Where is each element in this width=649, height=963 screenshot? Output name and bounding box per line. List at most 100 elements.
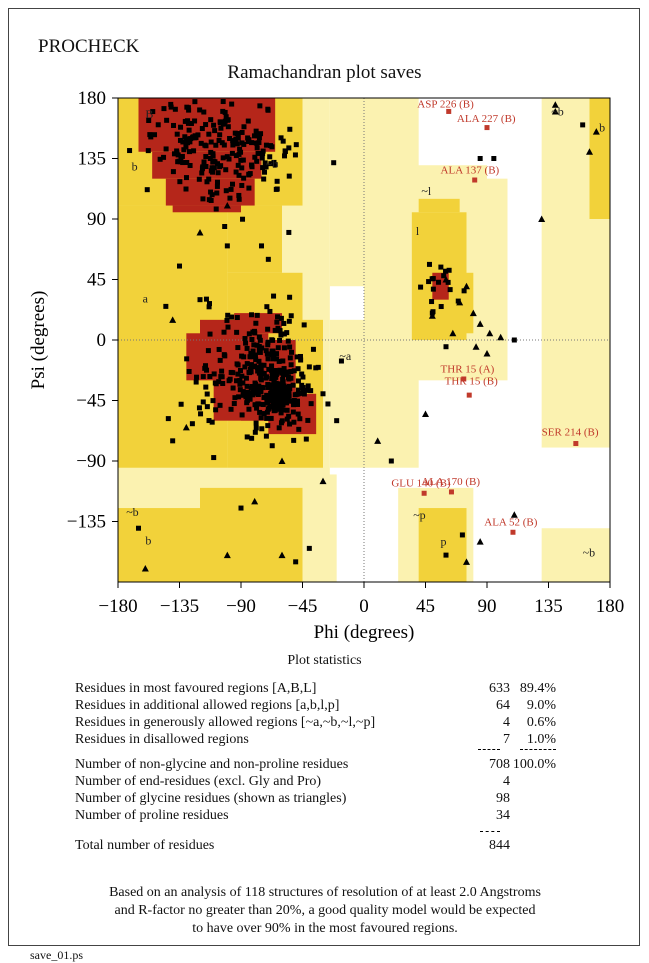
residue-point bbox=[178, 155, 184, 161]
residue-point bbox=[211, 455, 217, 461]
residue-point bbox=[163, 146, 169, 152]
residue-point bbox=[218, 125, 224, 131]
residue-point bbox=[287, 294, 293, 300]
residue-point bbox=[262, 160, 268, 166]
residue-point bbox=[279, 387, 285, 393]
glycine-point bbox=[476, 320, 484, 327]
residue-point bbox=[248, 385, 254, 391]
residue-point bbox=[206, 304, 212, 310]
residue-point bbox=[441, 273, 447, 279]
stats-row-label: Residues in most favoured regions [A,B,L… bbox=[75, 681, 317, 696]
outlier-label: THR 15 (B) bbox=[445, 375, 499, 387]
residue-point bbox=[246, 171, 252, 177]
x-tick-label: 0 bbox=[359, 596, 369, 617]
region-letter: l bbox=[416, 224, 420, 238]
note-line-1: Based on an analysis of 118 structures o… bbox=[109, 885, 541, 900]
residue-point bbox=[239, 182, 245, 188]
residue-point bbox=[245, 118, 251, 124]
residue-point bbox=[256, 140, 262, 146]
x-tick-label: 135 bbox=[534, 596, 563, 617]
residue-point bbox=[438, 304, 444, 310]
residue-point bbox=[214, 179, 220, 185]
glycine-point bbox=[223, 551, 231, 559]
residue-point bbox=[244, 434, 250, 440]
residue-point bbox=[254, 312, 260, 318]
residue-point bbox=[213, 206, 219, 212]
residue-point bbox=[331, 160, 337, 166]
residue-point bbox=[267, 398, 273, 404]
residue-point bbox=[239, 129, 245, 135]
region-letter: p bbox=[441, 535, 447, 549]
residue-point bbox=[200, 196, 206, 202]
residue-point bbox=[145, 148, 151, 154]
residue-point bbox=[230, 142, 236, 148]
residue-point bbox=[281, 366, 287, 372]
region-letter: ~b bbox=[583, 545, 596, 559]
residue-point bbox=[209, 192, 215, 198]
residue-point bbox=[272, 162, 278, 168]
residue-point bbox=[214, 183, 220, 189]
residue-point bbox=[224, 154, 230, 160]
residue-point bbox=[304, 387, 310, 393]
residue-point bbox=[250, 329, 256, 335]
residue-point bbox=[214, 161, 220, 167]
residue-point bbox=[239, 165, 245, 171]
residue-point bbox=[418, 284, 424, 290]
residue-point bbox=[194, 374, 200, 380]
residue-point bbox=[213, 407, 219, 413]
allowed-region bbox=[418, 198, 460, 213]
residue-point bbox=[274, 351, 280, 357]
residue-point bbox=[271, 293, 277, 299]
residue-point bbox=[252, 429, 258, 435]
residue-point bbox=[200, 399, 206, 405]
residue-point bbox=[477, 156, 483, 161]
residue-point bbox=[170, 169, 176, 175]
residue-point bbox=[272, 327, 278, 333]
allowed-region bbox=[418, 508, 467, 582]
residue-point bbox=[265, 339, 271, 345]
x-tick-label: 180 bbox=[596, 596, 625, 617]
residue-point bbox=[186, 149, 192, 155]
residue-point bbox=[250, 390, 256, 396]
residue-point bbox=[228, 369, 234, 375]
glycine-point bbox=[374, 437, 382, 444]
glycine-point bbox=[278, 551, 286, 559]
glycine-point bbox=[510, 511, 518, 518]
residue-point bbox=[225, 312, 231, 318]
residue-point bbox=[244, 383, 250, 389]
residue-point bbox=[310, 346, 316, 352]
residue-point bbox=[277, 337, 283, 343]
residue-point bbox=[223, 167, 229, 173]
outlier-label: ALA 227 (B) bbox=[457, 113, 516, 125]
stats-row-count: 34 bbox=[496, 808, 510, 823]
residue-point bbox=[291, 437, 297, 443]
residue-point bbox=[334, 418, 340, 424]
region-letter: ~a bbox=[339, 349, 351, 363]
residue-point bbox=[206, 418, 212, 424]
residue-point bbox=[294, 354, 300, 360]
residue-point bbox=[127, 148, 133, 154]
residue-point bbox=[240, 392, 246, 398]
residue-point bbox=[270, 348, 276, 354]
residue-point bbox=[256, 334, 262, 340]
residue-point bbox=[227, 135, 233, 141]
region-letter: B bbox=[145, 107, 153, 121]
residue-point bbox=[205, 348, 211, 354]
glycine-point bbox=[483, 349, 491, 357]
residue-point bbox=[268, 390, 274, 396]
residue-point bbox=[255, 392, 261, 398]
residue-point bbox=[202, 365, 208, 371]
residue-point bbox=[300, 374, 306, 380]
residue-point bbox=[277, 328, 283, 334]
residue-point bbox=[241, 175, 247, 181]
residue-point bbox=[278, 315, 284, 321]
y-tick-label: 0 bbox=[97, 330, 107, 351]
residue-point bbox=[199, 126, 205, 132]
residue-point bbox=[255, 365, 261, 371]
residue-point bbox=[250, 348, 256, 354]
glycine-point bbox=[551, 101, 559, 108]
stats-row-percent: 100.0% bbox=[512, 757, 556, 772]
residue-point bbox=[459, 532, 465, 538]
residue-point bbox=[219, 368, 225, 374]
residue-point bbox=[291, 398, 297, 404]
